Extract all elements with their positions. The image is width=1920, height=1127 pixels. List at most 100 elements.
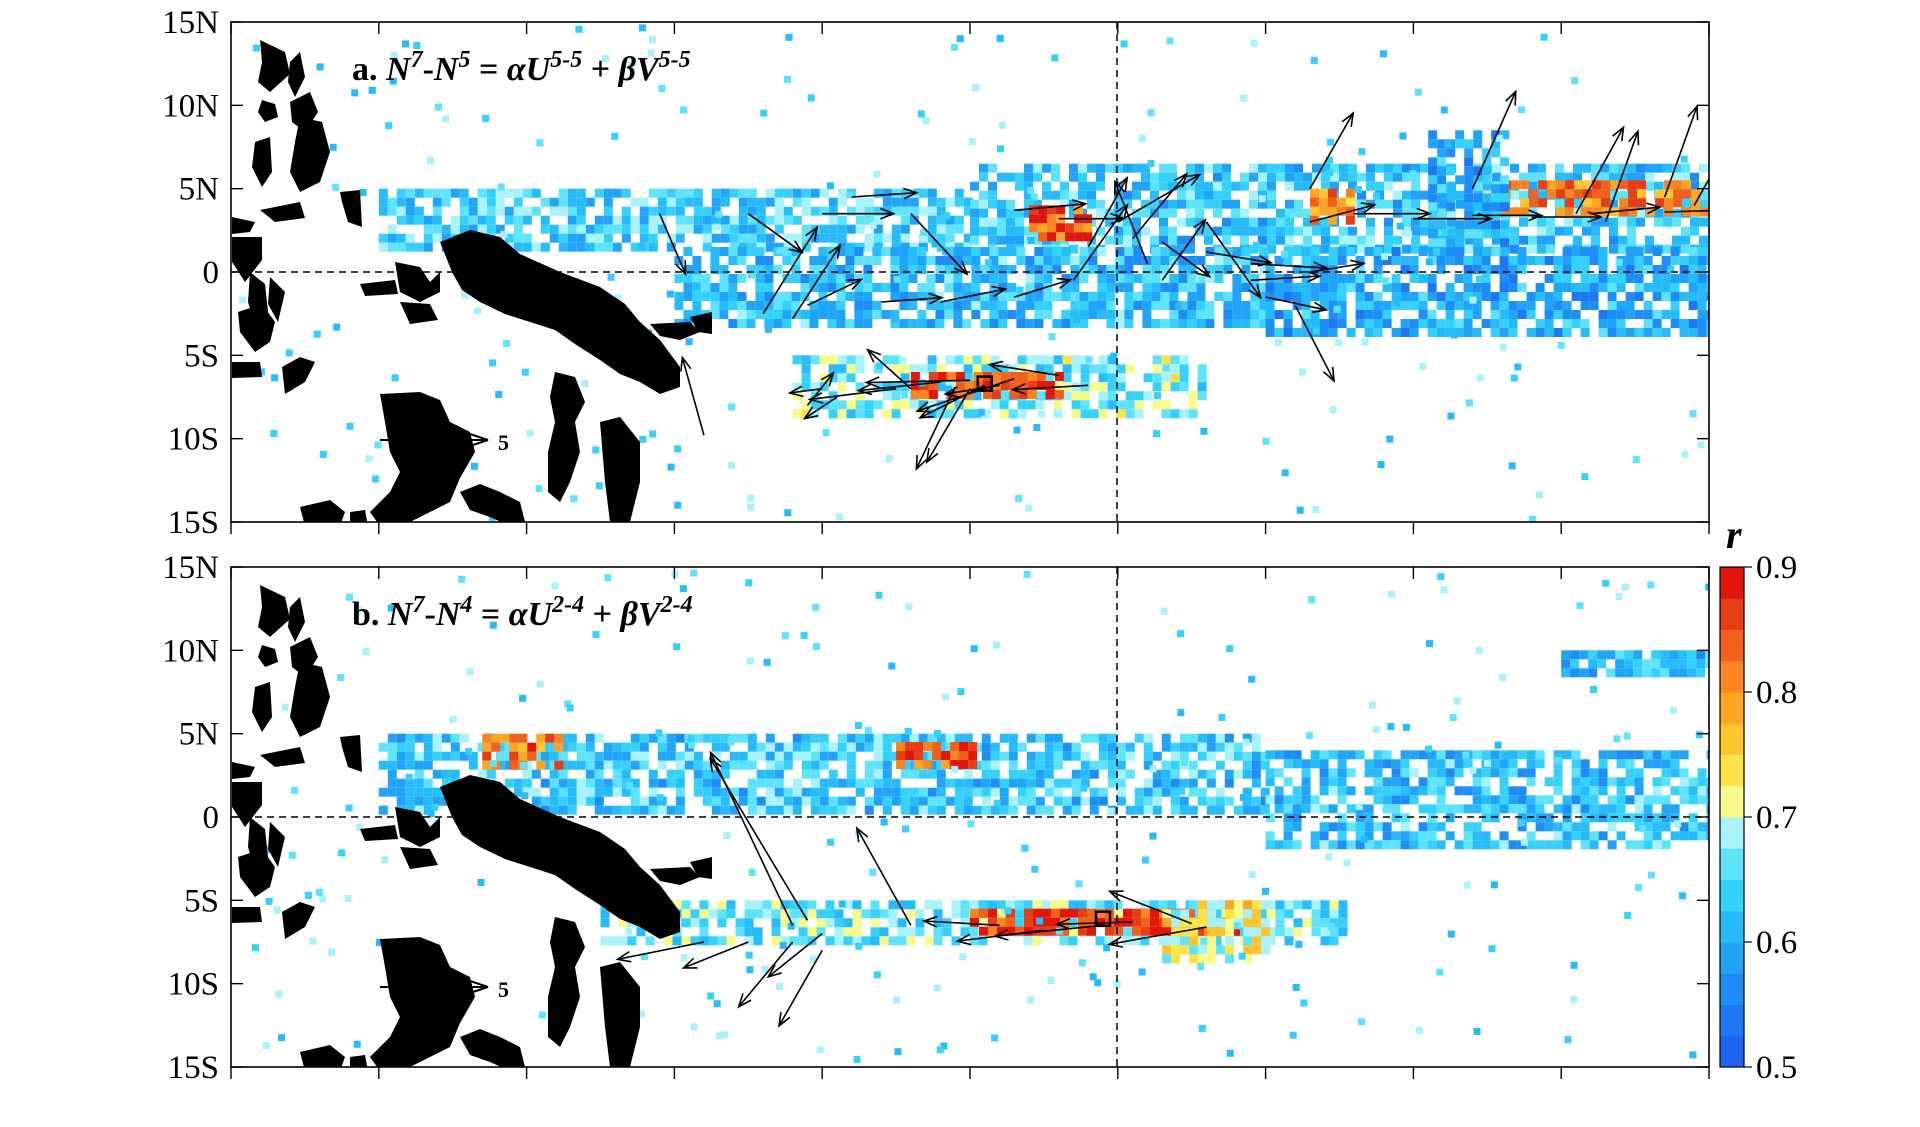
heatmap-speckle bbox=[1295, 940, 1303, 948]
heatmap-cell bbox=[1526, 813, 1536, 823]
heatmap-cell bbox=[944, 310, 954, 319]
heatmap-cell bbox=[1232, 310, 1242, 319]
heatmap-cell bbox=[1752, 283, 1761, 292]
heatmap-cell bbox=[710, 301, 720, 310]
heatmap-cell bbox=[1198, 954, 1208, 964]
heatmap-cell bbox=[1797, 328, 1806, 337]
heatmap-cell bbox=[648, 242, 658, 252]
heatmap-cell bbox=[450, 769, 460, 779]
heatmap-cell bbox=[1355, 301, 1365, 310]
heatmap-cell bbox=[1690, 172, 1699, 182]
heatmap-cell bbox=[800, 292, 810, 301]
heatmap-cell bbox=[612, 769, 622, 779]
heatmap-cell bbox=[405, 751, 415, 761]
heatmap-cell bbox=[1339, 235, 1348, 245]
heatmap-cell bbox=[1205, 310, 1215, 319]
heatmap-cell bbox=[864, 760, 874, 770]
heatmap-cell bbox=[1598, 804, 1608, 814]
heatmap-cell bbox=[1080, 382, 1090, 392]
heatmap-cell bbox=[1607, 319, 1617, 328]
heatmap-speckle bbox=[764, 325, 772, 333]
heatmap-cell bbox=[1318, 206, 1328, 216]
heatmap-cell bbox=[1097, 274, 1107, 283]
heatmap-speckle bbox=[1329, 406, 1337, 414]
heatmap-speckle bbox=[1450, 331, 1458, 339]
heatmap-cell bbox=[1061, 256, 1071, 265]
heatmap-cell bbox=[594, 796, 604, 806]
heatmap-cell bbox=[729, 224, 739, 234]
heatmap-cell bbox=[1198, 945, 1208, 955]
heatmap-cell bbox=[702, 224, 712, 234]
heatmap-cell bbox=[1499, 831, 1509, 841]
heatmap-cell bbox=[1825, 852, 1834, 861]
heatmap-cell bbox=[1337, 840, 1347, 850]
heatmap-cell bbox=[1189, 927, 1199, 937]
heatmap-cell bbox=[504, 215, 514, 225]
heatmap-cell bbox=[1499, 786, 1509, 796]
heatmap-cell bbox=[989, 265, 999, 274]
heatmap-cell bbox=[1771, 182, 1780, 191]
heatmap-cell bbox=[834, 918, 844, 928]
heatmap-cell bbox=[828, 233, 838, 243]
heatmap-cell bbox=[816, 927, 826, 937]
heatmap-cell bbox=[1573, 199, 1582, 209]
heatmap-cell bbox=[906, 927, 916, 937]
heatmap-cell bbox=[1750, 659, 1759, 668]
heatmap-cell bbox=[1265, 813, 1275, 823]
heatmap-cell bbox=[1789, 227, 1798, 236]
heatmap-cell bbox=[1789, 182, 1798, 191]
heatmap-cell bbox=[1160, 301, 1170, 310]
heatmap-cell bbox=[1598, 813, 1608, 823]
heatmap-cell bbox=[747, 778, 757, 788]
heatmap-cell bbox=[955, 381, 965, 390]
heatmap-cell bbox=[1251, 733, 1261, 743]
heatmap-cell bbox=[1634, 265, 1644, 274]
heatmap-cell bbox=[657, 760, 667, 770]
heatmap-speckle bbox=[721, 1031, 728, 1039]
heatmap-cell bbox=[1472, 265, 1482, 274]
heatmap-cell bbox=[1745, 189, 1754, 198]
heatmap-speckle bbox=[715, 1032, 723, 1040]
heatmap-cell bbox=[1179, 364, 1189, 374]
heatmap-speckle bbox=[1242, 738, 1250, 746]
heatmap-cell bbox=[1616, 265, 1626, 274]
heatmap-speckle bbox=[917, 110, 925, 118]
heatmap-cell bbox=[1725, 310, 1734, 319]
heatmap-cell bbox=[997, 199, 1006, 209]
heatmap-cell bbox=[1098, 391, 1108, 401]
heatmap-cell bbox=[1660, 659, 1670, 669]
heatmap-cell bbox=[774, 796, 784, 806]
heatmap-cell bbox=[1580, 274, 1590, 283]
vector-arrowhead bbox=[1248, 283, 1262, 300]
heatmap-cell bbox=[1123, 226, 1132, 236]
heatmap-cell bbox=[450, 215, 460, 225]
heatmap-cell bbox=[879, 927, 889, 937]
heatmap-cell bbox=[836, 319, 846, 328]
heatmap-speckle bbox=[674, 445, 682, 453]
heatmap-cell bbox=[1141, 917, 1150, 927]
heatmap-cell bbox=[1106, 265, 1116, 274]
heatmap-cell bbox=[1141, 226, 1150, 236]
heatmap-cell bbox=[1168, 181, 1177, 191]
heatmap-cell bbox=[1517, 750, 1527, 760]
heatmap-cell bbox=[1294, 181, 1303, 191]
heatmap-cell bbox=[1454, 804, 1464, 814]
heatmap-speckle bbox=[745, 951, 753, 959]
land-mass bbox=[288, 52, 305, 97]
heatmap-cell bbox=[1574, 180, 1584, 190]
heatmap-speckle bbox=[329, 143, 337, 151]
heatmap-cell bbox=[918, 400, 928, 410]
heatmap-cell bbox=[1851, 777, 1860, 786]
heatmap-cell bbox=[576, 197, 586, 207]
heatmap-cell bbox=[1834, 191, 1843, 200]
heatmap-cell bbox=[1571, 750, 1581, 760]
heatmap-cell bbox=[1328, 256, 1338, 265]
heatmap-cell bbox=[863, 256, 873, 265]
heatmap-cell bbox=[1779, 301, 1788, 310]
heatmap-cell bbox=[1320, 909, 1330, 919]
heatmap-cell bbox=[1528, 217, 1537, 227]
heatmap-cell bbox=[917, 265, 927, 274]
heatmap-cell bbox=[1134, 805, 1144, 815]
heatmap-cell bbox=[1301, 328, 1311, 337]
heatmap-cell bbox=[612, 742, 622, 752]
